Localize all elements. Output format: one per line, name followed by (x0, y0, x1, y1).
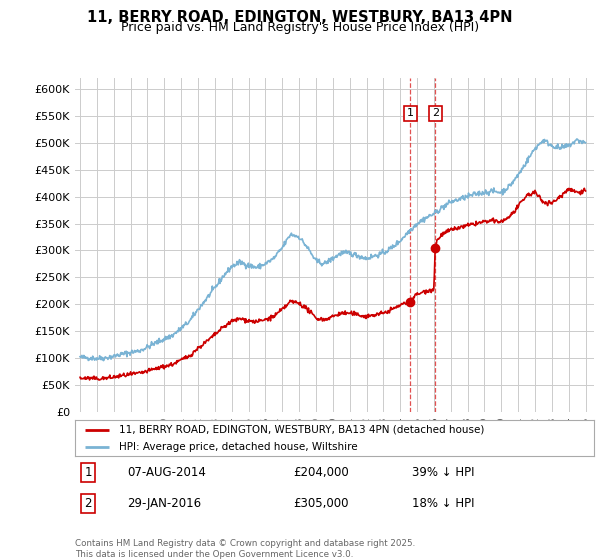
Text: 39% ↓ HPI: 39% ↓ HPI (412, 465, 475, 479)
Text: 1: 1 (84, 465, 92, 479)
Text: 11, BERRY ROAD, EDINGTON, WESTBURY, BA13 4PN: 11, BERRY ROAD, EDINGTON, WESTBURY, BA13… (87, 10, 513, 25)
Text: £204,000: £204,000 (293, 465, 349, 479)
Text: £305,000: £305,000 (293, 497, 349, 510)
Text: 2: 2 (431, 108, 439, 118)
Text: HPI: Average price, detached house, Wiltshire: HPI: Average price, detached house, Wilt… (119, 442, 358, 451)
Text: Price paid vs. HM Land Registry's House Price Index (HPI): Price paid vs. HM Land Registry's House … (121, 21, 479, 34)
Text: 1: 1 (407, 108, 414, 118)
Text: Contains HM Land Registry data © Crown copyright and database right 2025.
This d: Contains HM Land Registry data © Crown c… (75, 539, 415, 559)
Text: 07-AUG-2014: 07-AUG-2014 (127, 465, 206, 479)
Text: 2: 2 (84, 497, 92, 510)
Text: 18% ↓ HPI: 18% ↓ HPI (412, 497, 475, 510)
Text: 29-JAN-2016: 29-JAN-2016 (127, 497, 201, 510)
Text: 11, BERRY ROAD, EDINGTON, WESTBURY, BA13 4PN (detached house): 11, BERRY ROAD, EDINGTON, WESTBURY, BA13… (119, 425, 484, 435)
